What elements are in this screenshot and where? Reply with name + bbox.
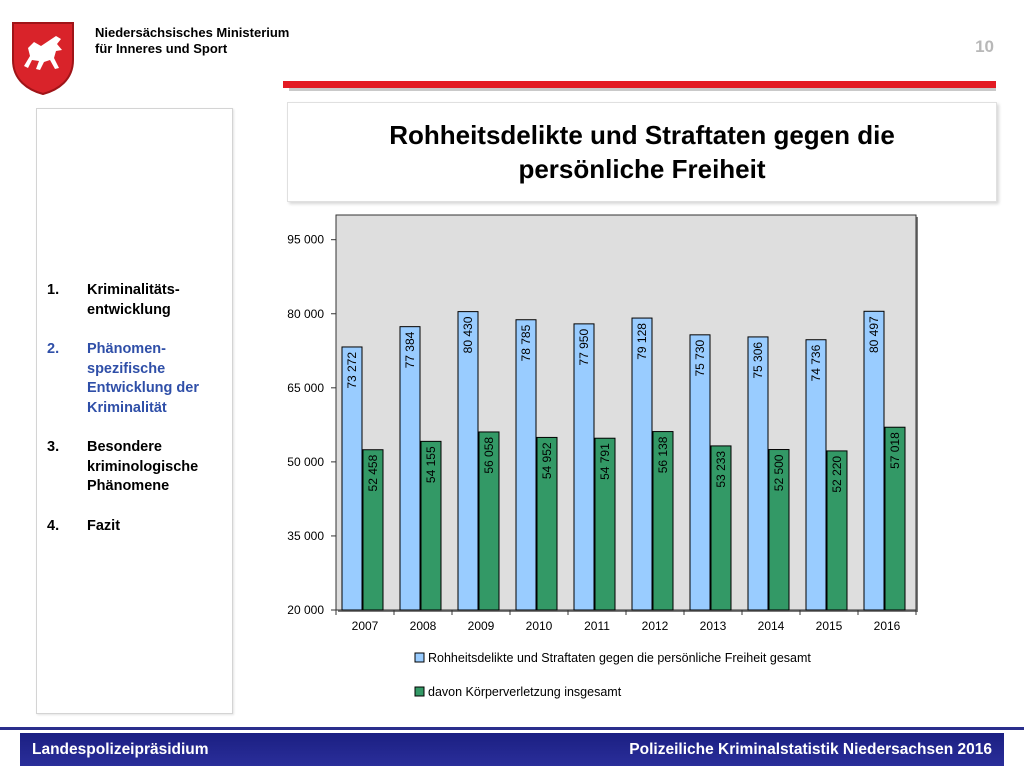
- bar-series1: [631, 317, 653, 611]
- x-tick-label: 2014: [758, 619, 785, 633]
- x-tick-label: 2012: [642, 619, 669, 633]
- bar-series2: [652, 431, 674, 611]
- bar-series2: [768, 449, 790, 611]
- data-label-series2: 56 058: [482, 437, 496, 474]
- bar-series1: [399, 326, 421, 611]
- x-tick-label: 2013: [700, 619, 727, 633]
- y-tick-label: 95 000: [287, 233, 324, 247]
- agenda-item-number: 1.: [47, 282, 60, 298]
- bar-series1: [341, 346, 363, 611]
- y-tick-label: 20 000: [287, 603, 324, 617]
- legend-label: Rohheitsdelikte und Straftaten gegen die…: [428, 651, 811, 665]
- agenda-item-number: 2.: [47, 341, 60, 357]
- bar-series2: [536, 436, 558, 611]
- data-label-series2: 52 220: [830, 456, 844, 493]
- ministry-name-line1: Niedersächsisches Ministerium: [95, 25, 290, 40]
- footer-left-label: Landespolizeipräsidium: [32, 740, 209, 758]
- agenda-sidebar: 1. Kriminalitäts-entwicklung 2. Phänomen-sp…: [36, 108, 233, 714]
- bar-series2: [362, 449, 384, 611]
- lower-saxony-crest-logo: [12, 22, 74, 96]
- agenda-item-1[interactable]: 1. Kriminalitäts-entwicklung: [47, 281, 232, 320]
- ministry-name-line2: für Inneres und Sport: [95, 41, 228, 56]
- data-label-series2: 57 018: [888, 432, 902, 469]
- data-label-series1: 79 128: [635, 323, 649, 360]
- footer-bar: Landespolizeipräsidium Polizeiliche Krim…: [20, 733, 1004, 766]
- agenda-item-label: Fazit: [87, 517, 121, 534]
- slide-title-line1: Rohheitsdelikte und Straftaten gegen die: [389, 120, 895, 150]
- x-tick-label: 2007: [352, 619, 379, 633]
- page-number: 10: [975, 37, 994, 56]
- y-tick-label: 50 000: [287, 455, 324, 469]
- accent-bar: [283, 81, 996, 88]
- data-label-series2: 54 155: [424, 446, 438, 483]
- bar-series2: [826, 450, 848, 611]
- bar-series2: [884, 426, 906, 611]
- agenda-item-number: 3.: [47, 439, 60, 455]
- legend-swatch: [414, 652, 425, 663]
- agenda-item-label: Besondere kriminologische Phänomene: [87, 439, 199, 494]
- footer-rule: [0, 727, 1024, 730]
- legend-swatch: [414, 686, 425, 697]
- data-label-series2: 54 791: [598, 443, 612, 480]
- chart-area: 20 000 35 000 50 000 65 000 80 000 95 000 73 2…: [262, 210, 922, 715]
- bar-series1: [805, 339, 827, 611]
- x-tick-label: 2009: [468, 619, 495, 633]
- bar-series2: [710, 445, 732, 611]
- agenda-item-4[interactable]: 4. Fazit: [47, 517, 232, 537]
- data-label-series1: 78 785: [519, 324, 533, 361]
- y-tick-label: 65 000: [287, 381, 324, 395]
- y-tick-label: 35 000: [287, 529, 324, 543]
- agenda-item-label: Kriminalitäts-entwicklung: [87, 282, 180, 318]
- legend-label: davon Körperverletzung insgesamt: [428, 685, 622, 699]
- data-label-series1: 80 430: [461, 316, 475, 353]
- x-tick-label: 2015: [816, 619, 843, 633]
- bar-series1: [747, 336, 769, 611]
- x-tick-label: 2008: [410, 619, 437, 633]
- slide-title-line2: persönliche Freiheit: [518, 154, 766, 184]
- bar-series2: [420, 440, 442, 611]
- accent-bar-shadow: [289, 88, 996, 91]
- agenda-item-label: Phänomen-spezifische Entwicklung der Kri…: [87, 341, 199, 416]
- agenda-item-3[interactable]: 3. Besondere kriminologische Phänomene: [47, 438, 232, 497]
- y-tick-label: 80 000: [287, 307, 324, 321]
- bar-series1: [689, 334, 711, 611]
- data-label-series1: 77 384: [403, 331, 417, 368]
- bar-chart: 20 000 35 000 50 000 65 000 80 000 95 000 73 2…: [287, 214, 918, 699]
- footer-right-label: Polizeiliche Kriminalstatistik Niedersac…: [629, 740, 992, 758]
- bar-series1: [863, 310, 885, 611]
- agenda-list: 1. Kriminalitäts-entwicklung 2. Phänomen-sp…: [47, 281, 232, 556]
- data-label-series1: 80 497: [867, 316, 881, 353]
- x-tick-label: 2016: [874, 619, 901, 633]
- data-label-series2: 53 233: [714, 451, 728, 488]
- bar-series1: [573, 323, 595, 611]
- x-tick-label: 2011: [584, 619, 610, 633]
- bar-series1: [515, 319, 537, 611]
- bar-series1: [457, 311, 479, 611]
- bar-series2: [594, 437, 616, 611]
- x-tick-label: 2010: [526, 619, 553, 633]
- agenda-item-number: 4.: [47, 517, 60, 534]
- data-label-series2: 56 138: [656, 436, 670, 473]
- slide-title: Rohheitsdelikte und Straftaten gegen die…: [287, 102, 997, 202]
- data-label-series1: 73 272: [345, 352, 359, 389]
- data-label-series1: 77 950: [577, 329, 591, 366]
- data-label-series1: 75 306: [751, 342, 765, 379]
- data-label-series2: 54 952: [540, 442, 554, 479]
- data-label-series2: 52 458: [366, 454, 380, 491]
- data-label-series2: 52 500: [772, 454, 786, 491]
- bar-series2: [478, 431, 500, 611]
- data-label-series1: 75 730: [693, 340, 707, 377]
- ministry-name: Niedersächsisches Ministerium für Innere…: [95, 25, 289, 57]
- data-label-series1: 74 736: [809, 344, 823, 381]
- agenda-item-2[interactable]: 2. Phänomen-spezifische Entwicklung der K…: [47, 340, 232, 418]
